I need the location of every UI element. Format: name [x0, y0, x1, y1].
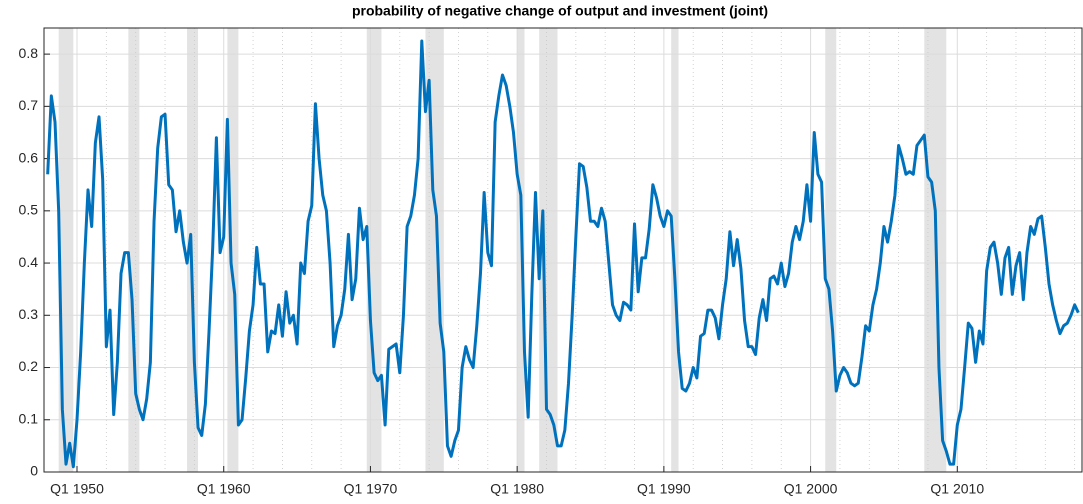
data-line: [46, 39, 1080, 469]
y-tick-label: 0.1: [19, 410, 39, 426]
x-tick-label: Q1 1980: [490, 481, 544, 497]
x-tick-label: Q1 2000: [784, 481, 838, 497]
chart-title: probability of negative change of output…: [352, 3, 768, 19]
x-tick-label: Q1 1970: [344, 481, 398, 497]
recession-band: [227, 28, 239, 472]
x-tick-label: Q1 1950: [50, 481, 104, 497]
y-tick-label: 0.3: [19, 306, 39, 322]
y-tick-label: 0.2: [19, 358, 39, 374]
x-tick-label: Q1 2010: [930, 481, 984, 497]
y-tick-label: 0.7: [19, 97, 39, 113]
y-tick-label: 0.5: [19, 202, 39, 218]
y-tick-label: 0.6: [19, 149, 39, 165]
recession-band: [825, 28, 837, 472]
plot-frame: [43, 27, 1083, 473]
recession-band: [539, 28, 558, 472]
recession-band: [671, 28, 679, 472]
x-tick-label: Q1 1960: [197, 481, 251, 497]
recession-band: [128, 28, 140, 472]
y-tick-label: 0.4: [19, 254, 39, 270]
y-tick-label: 0: [30, 463, 38, 479]
x-tick-label: Q1 1990: [637, 481, 691, 497]
y-tick-label: 0.8: [19, 45, 39, 61]
